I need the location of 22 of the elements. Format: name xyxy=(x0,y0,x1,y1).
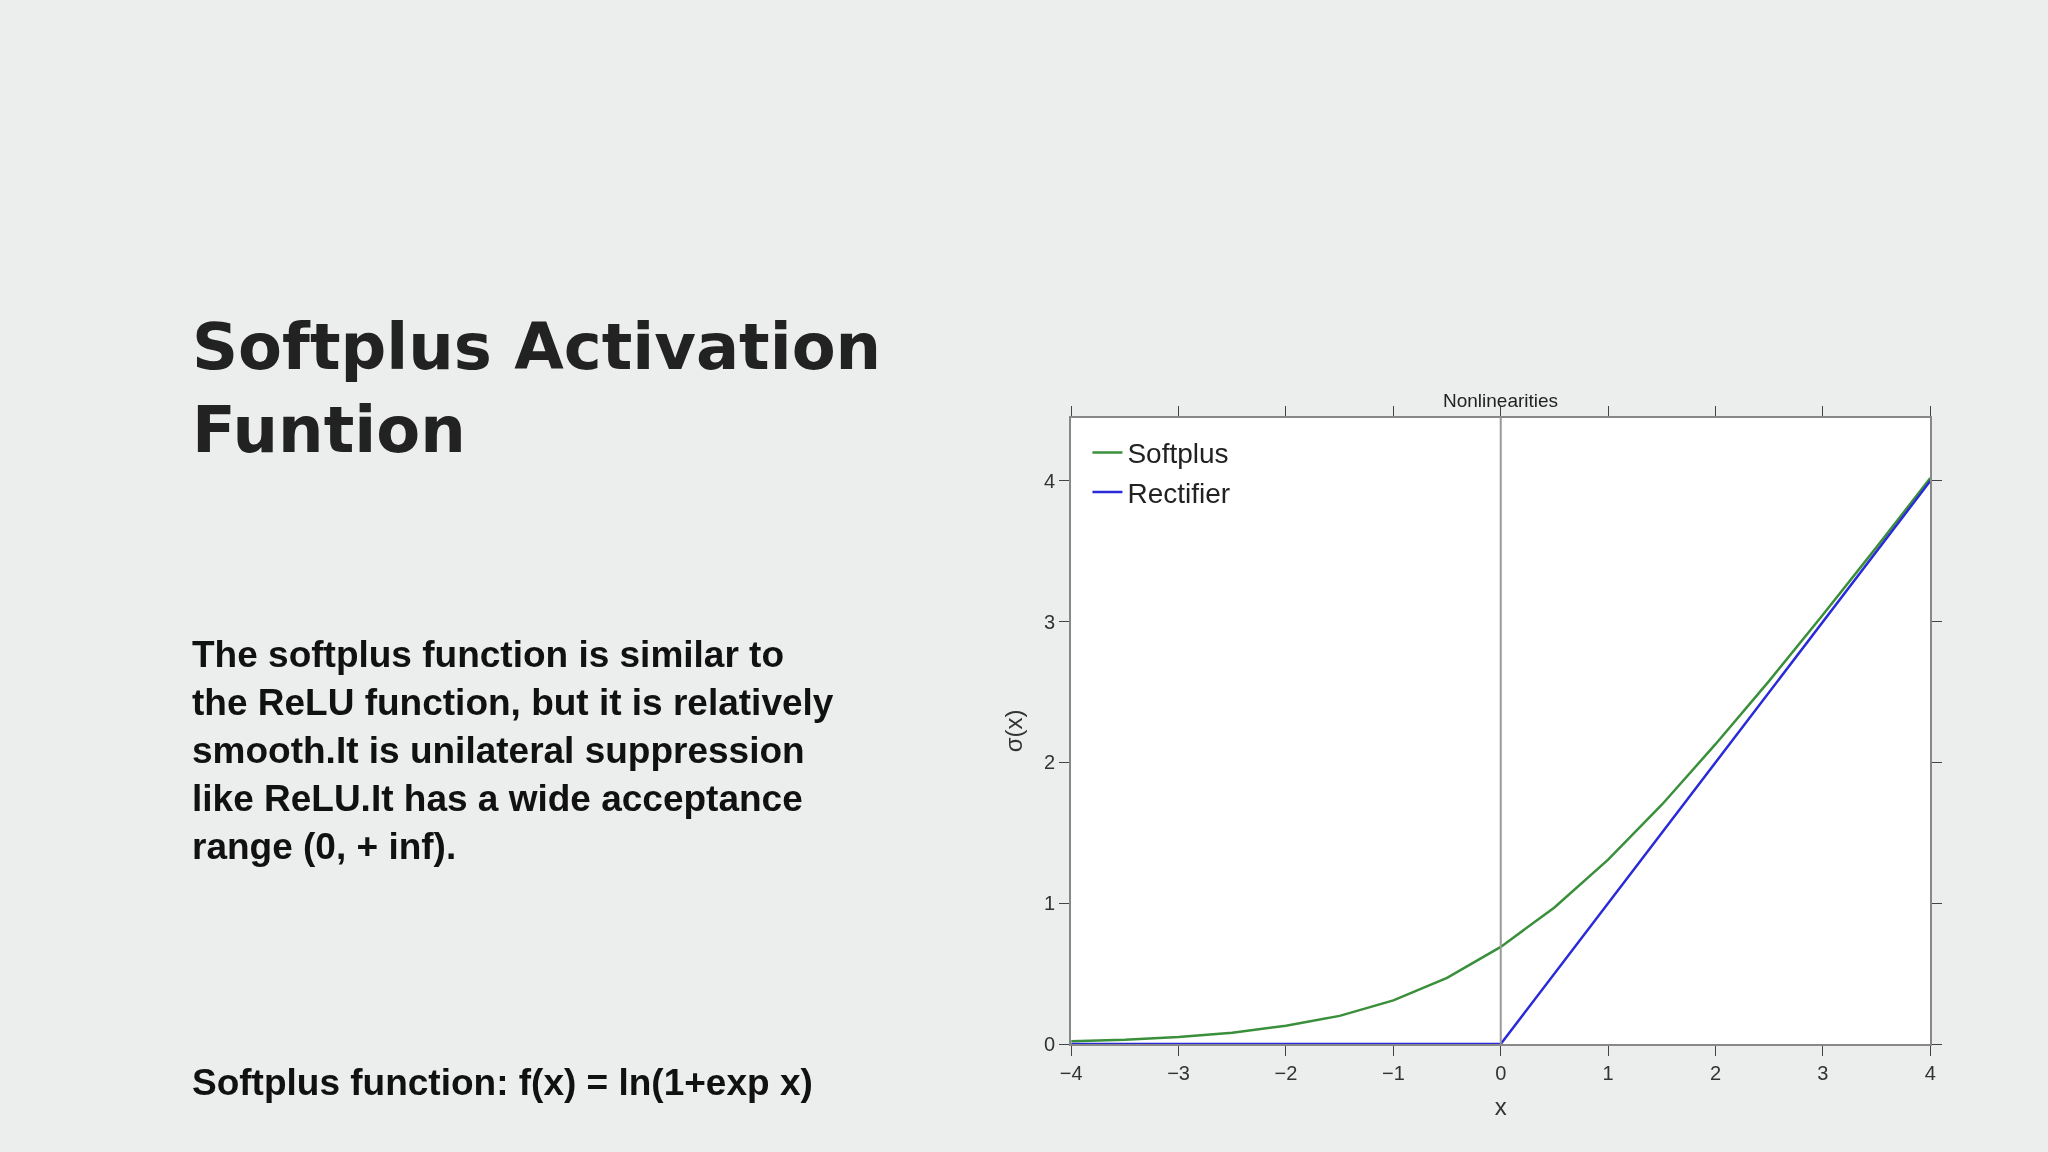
x-tick-label: −1 xyxy=(1381,1062,1405,1085)
y-tick-label: 2 xyxy=(1044,751,1056,774)
text: The softplus function is similar to the ReLU function, but it is relatively smooth.It is unilateral suppression like ReLU.It has a wide acceptance range (0, + inf). xyxy=(192,634,834,868)
x-tick-label: −2 xyxy=(1274,1062,1298,1085)
text: Softplus Activation Funtion xyxy=(192,310,882,468)
y-tick-label: 3 xyxy=(1044,610,1056,633)
x-tick-label: 1 xyxy=(1602,1062,1614,1085)
chart-title: Nonlinearities xyxy=(1443,390,1559,411)
x-tick-label: 3 xyxy=(1817,1062,1829,1085)
x-axis-title: x xyxy=(1494,1092,1507,1120)
y-axis-title: σ(x) xyxy=(999,709,1027,753)
legend-label: Softplus xyxy=(1127,438,1229,470)
y-tick-label: 4 xyxy=(1044,469,1056,492)
legend-label: Rectifier xyxy=(1127,477,1231,509)
x-tick-label: 4 xyxy=(1924,1062,1936,1085)
x-tick-label: 2 xyxy=(1709,1062,1722,1085)
x-tick-label: −3 xyxy=(1167,1062,1190,1085)
x-tick-label: 0 xyxy=(1495,1062,1507,1085)
x-tick-label: −4 xyxy=(1059,1062,1083,1085)
y-tick-label: 1 xyxy=(1044,892,1056,915)
y-tick-label: 0 xyxy=(1044,1033,1056,1056)
text: Softplus function: f(x) = ln(1+exp x) xyxy=(192,1062,813,1103)
